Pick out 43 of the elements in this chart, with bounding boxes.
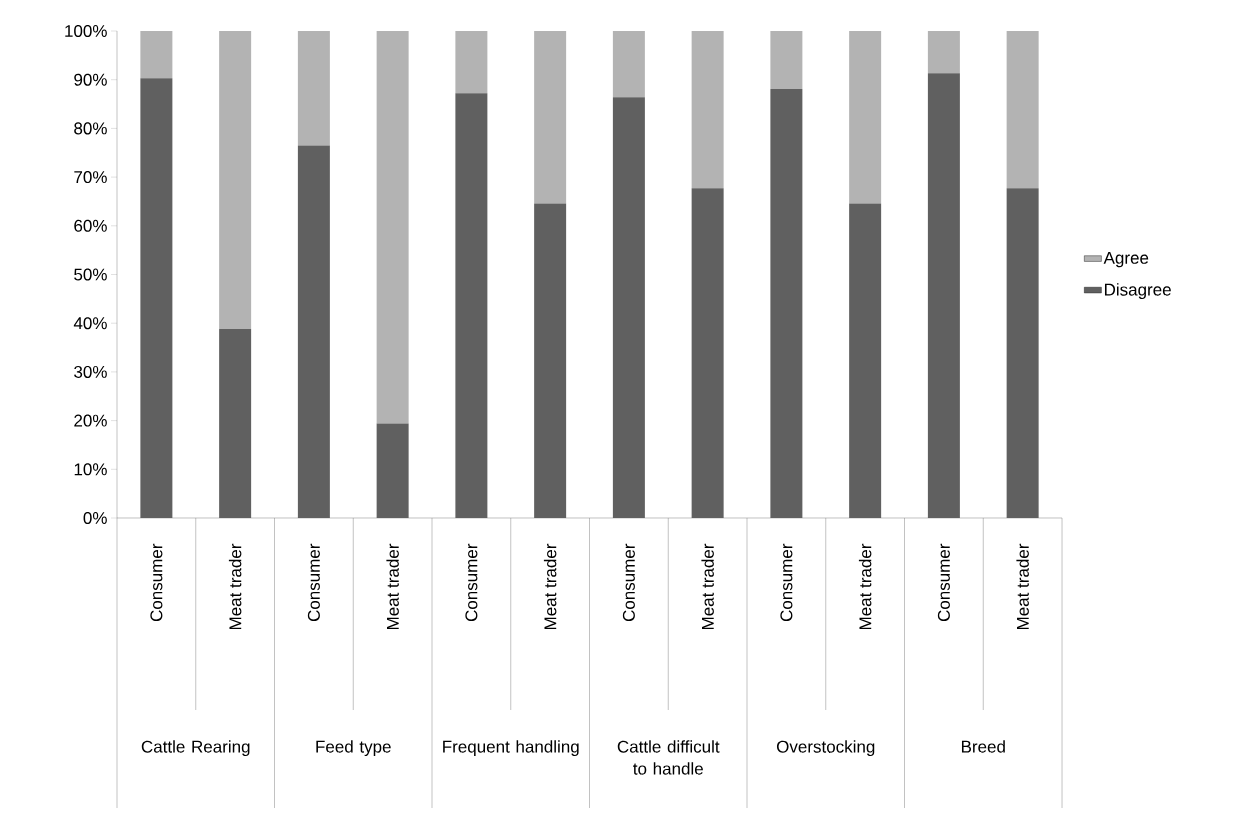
text: Cattle difficult to handle [617, 740, 720, 775]
x-tick-label: Meat trader [1016, 543, 1029, 630]
y-tick-label: 90% [74, 73, 107, 86]
y-tick-label: 0% [83, 511, 107, 525]
bar [1006, 30, 1039, 189]
y-tick-label: 20% [74, 414, 107, 427]
bar [455, 30, 488, 94]
legend-label: Agree [1103, 251, 1149, 268]
text: Breed [961, 740, 1005, 753]
y-tick-label: 10% [74, 463, 107, 476]
text: Cattle Rearing [141, 740, 250, 757]
bar [140, 30, 173, 79]
y-tick-label: 40% [73, 317, 107, 330]
bar [770, 30, 803, 89]
y-tick-label: 70% [74, 171, 107, 184]
bar [534, 30, 567, 204]
x-tick-label: Meat trader [701, 543, 714, 630]
text: Frequent handling [443, 740, 579, 757]
bar [297, 30, 330, 146]
bar [219, 30, 252, 330]
y-tick-label: 60% [74, 219, 107, 232]
y-tick-label: 80% [74, 122, 107, 135]
legend-label: Disagree [1104, 283, 1171, 300]
x-tick-label: Consumer [937, 543, 950, 622]
text: Overstocking [776, 740, 875, 757]
x-tick-label: Meat trader [386, 543, 399, 630]
x-tick-label: Meat trader [543, 543, 557, 630]
x-tick-label: Consumer [465, 543, 478, 622]
bar [376, 30, 409, 424]
bar [691, 30, 724, 189]
y-tick-label: 50% [74, 268, 107, 281]
x-tick-label: Meat trader [858, 543, 872, 630]
bar [927, 30, 960, 74]
x-tick-label: Meat trader [228, 543, 242, 630]
x-tick-label: Consumer [780, 543, 793, 622]
text: Feed type [316, 740, 391, 757]
bar [612, 30, 645, 98]
x-tick-label: Consumer [150, 543, 163, 622]
bar [849, 30, 882, 204]
y-tick-label: 100% [65, 24, 107, 38]
x-tick-label: Consumer [622, 543, 635, 622]
x-tick-label: Consumer [307, 543, 320, 622]
y-tick-label: 30% [74, 365, 107, 378]
